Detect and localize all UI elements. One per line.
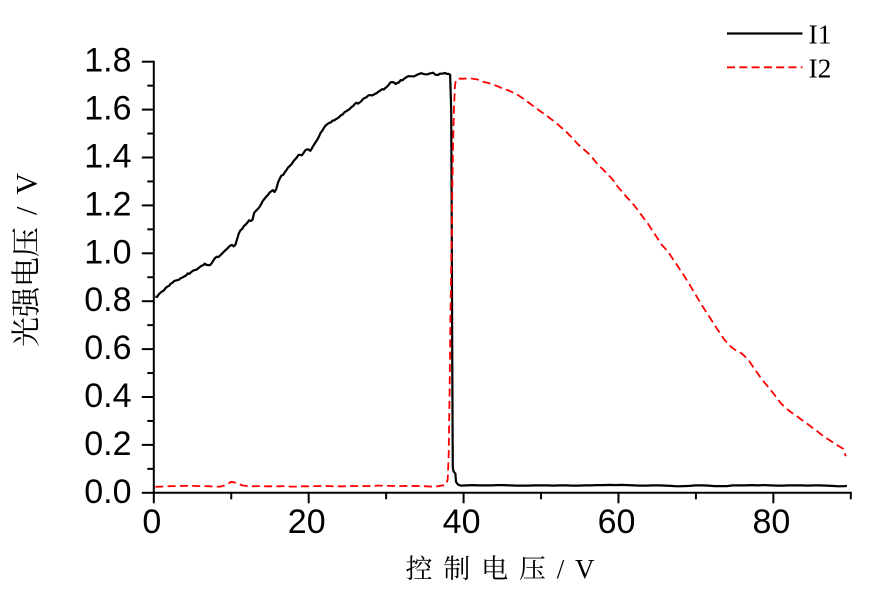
y-tick-labels: 0.0 0.2 0.4 0.6 0.8 1.0 1.2 1.4 1.6 1.8 <box>84 42 131 511</box>
legend-label-I2: I2 <box>809 52 832 83</box>
axis-title-latin: / <box>557 554 565 584</box>
cjk-glyph <box>11 288 39 317</box>
cjk-glyph <box>11 257 39 284</box>
x-tick-label: 0 <box>142 503 161 541</box>
axis-title-latin: V <box>11 173 44 195</box>
cjk-glyph <box>406 555 432 581</box>
y-tick-label: 1.8 <box>84 42 131 80</box>
x-tick-label: 80 <box>752 503 790 541</box>
x-tick-label: 60 <box>598 503 636 541</box>
cjk-glyph <box>519 556 545 581</box>
cjk-glyph <box>484 555 508 580</box>
y-axis-title: /V <box>11 173 44 347</box>
x-tick-label: 40 <box>443 503 481 541</box>
axis-title-latin: V <box>575 554 595 584</box>
series-line-I1 <box>155 71 847 488</box>
y-tick-label: 1.0 <box>84 233 131 271</box>
x-axis-title: / V <box>406 554 595 584</box>
y-tick-label: 1.4 <box>84 138 131 176</box>
y-tick-label: 0.4 <box>84 377 131 415</box>
axis-title-latin: / <box>11 206 44 215</box>
series-line-I2 <box>155 77 847 488</box>
cjk-glyph <box>12 228 39 256</box>
y-tick-label: 0.2 <box>84 425 131 463</box>
y-tick-label: 0.8 <box>84 281 131 319</box>
y-tick-label: 1.6 <box>84 90 131 128</box>
axes <box>141 60 852 504</box>
cjk-glyph <box>11 318 39 347</box>
cjk-glyph <box>444 555 469 581</box>
y-tick-label: 1.2 <box>84 185 131 223</box>
y-tick-label: 0.0 <box>84 473 131 511</box>
legend-label-I1: I1 <box>809 19 832 50</box>
y-tick-label: 0.6 <box>84 329 131 367</box>
x-tick-labels: 0 20 40 60 80 <box>142 503 790 541</box>
x-tick-label: 20 <box>288 503 326 541</box>
